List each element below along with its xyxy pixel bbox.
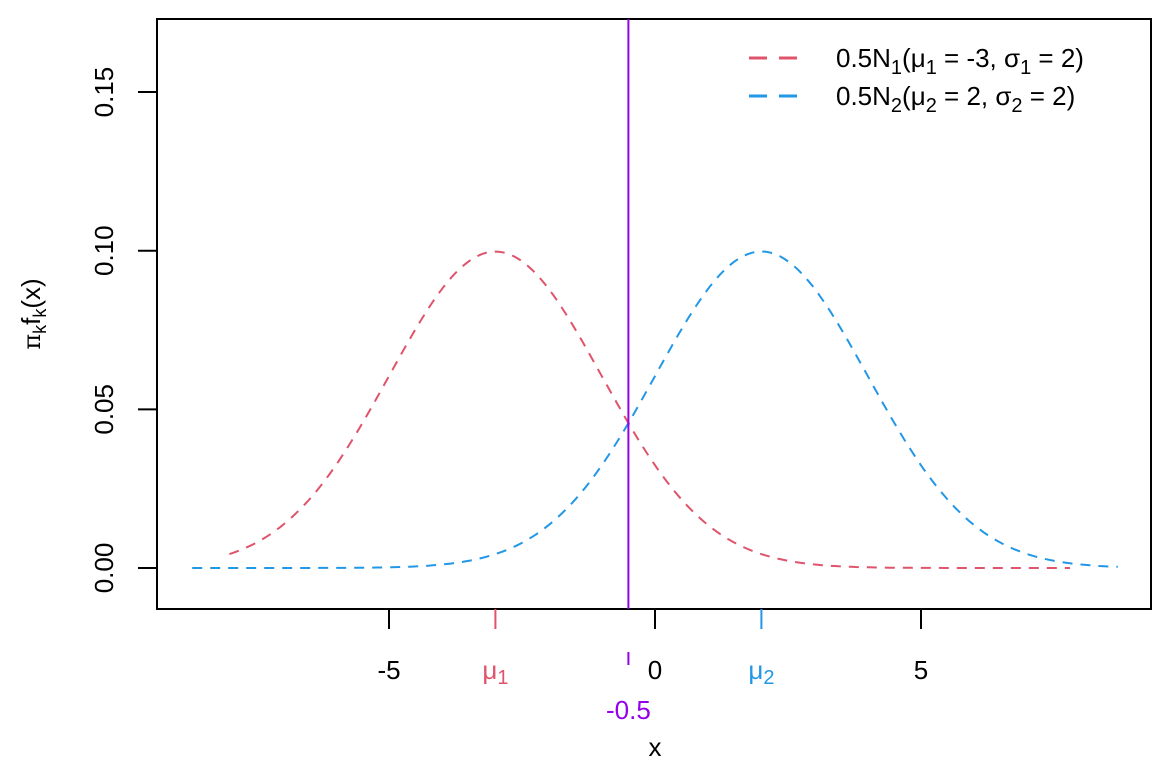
legend-label-series-2: 0.5N2(μ2 = 2, σ2 = 2) xyxy=(836,81,1075,117)
x-axis: -5 0 5 xyxy=(377,608,928,685)
x-tick-label: 5 xyxy=(914,655,928,685)
curve-series-1 xyxy=(229,250,1070,569)
special-ticks: μ1 μ2 -0.5 xyxy=(482,609,774,725)
x-tick-label: -5 xyxy=(377,655,400,685)
curve-series-2 xyxy=(192,250,1118,569)
y-tick-label: 0.05 xyxy=(89,384,119,435)
y-axis: 0.00 0.05 0.10 0.15 xyxy=(89,67,158,594)
x-axis-title: x xyxy=(649,732,662,762)
boundary-tick-label: -0.5 xyxy=(606,695,651,725)
y-tick-label: 0.15 xyxy=(89,67,119,118)
legend-label-series-1: 0.5N1(μ1 = -3, σ1 = 2) xyxy=(836,43,1084,79)
y-axis-title: πkfk(x) xyxy=(16,278,50,349)
y-tick-label: 0.00 xyxy=(89,543,119,594)
y-tick-label: 0.10 xyxy=(89,225,119,276)
x-tick-label: 0 xyxy=(648,655,662,685)
mu-tick-label: μ2 xyxy=(748,655,774,689)
mu-tick-label: μ1 xyxy=(482,655,508,689)
legend: 0.5N1(μ1 = -3, σ1 = 2) 0.5N2(μ2 = 2, σ2 … xyxy=(749,43,1084,117)
